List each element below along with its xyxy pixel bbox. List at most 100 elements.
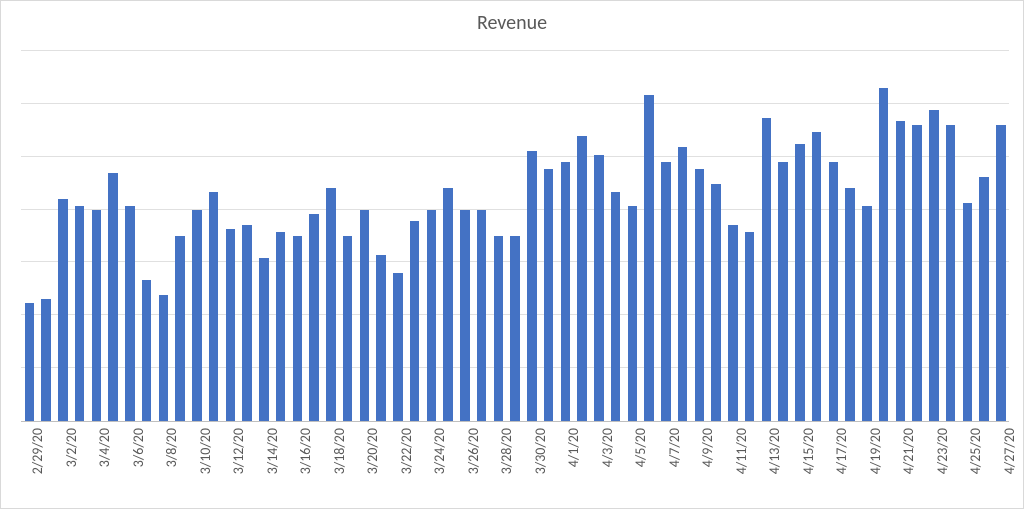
x-label-slot: 2/29/20 (21, 422, 38, 508)
x-label-slot (674, 422, 691, 508)
bar (309, 214, 319, 421)
bar-slot (993, 51, 1010, 421)
bar (661, 162, 671, 421)
bar (460, 210, 470, 421)
bar (577, 136, 587, 421)
bar-slot (674, 51, 691, 421)
bar-slot (272, 51, 289, 421)
bar (544, 169, 554, 421)
bar-slot (323, 51, 340, 421)
bar-slot (289, 51, 306, 421)
bar (561, 162, 571, 421)
bar-slot (406, 51, 423, 421)
bar-slot (842, 51, 859, 421)
bar-slot (658, 51, 675, 421)
x-label-slot (808, 422, 825, 508)
x-label-slot: 3/28/20 (490, 422, 507, 508)
bar-slot (122, 51, 139, 421)
bar (293, 236, 303, 421)
x-label-slot: 4/15/20 (792, 422, 809, 508)
x-label-slot (306, 422, 323, 508)
x-label-slot: 3/16/20 (289, 422, 306, 508)
x-label-slot (172, 422, 189, 508)
bar (996, 125, 1006, 421)
x-label-slot (708, 422, 725, 508)
x-label-slot (842, 422, 859, 508)
bar (209, 192, 219, 421)
x-label-slot: 4/23/20 (926, 422, 943, 508)
bar (494, 236, 504, 421)
bar (159, 295, 169, 421)
x-label-slot: 3/18/20 (323, 422, 340, 508)
x-label-slot: 4/3/20 (591, 422, 608, 508)
x-label-slot: 4/13/20 (758, 422, 775, 508)
x-label-slot: 3/6/20 (122, 422, 139, 508)
bar-slot (373, 51, 390, 421)
x-label-slot: 3/2/20 (55, 422, 72, 508)
x-label-slot (138, 422, 155, 508)
bar-slot (691, 51, 708, 421)
x-label-slot (875, 422, 892, 508)
bar-slot (775, 51, 792, 421)
x-label-slot (942, 422, 959, 508)
bar-slot (155, 51, 172, 421)
x-label-slot: 4/19/20 (859, 422, 876, 508)
bar (242, 225, 252, 421)
bar (912, 125, 922, 421)
bar (393, 273, 403, 421)
bar-slot (256, 51, 273, 421)
bar (75, 206, 85, 421)
bar (226, 229, 236, 421)
bar-slot (926, 51, 943, 421)
bar (946, 125, 956, 421)
bar-slot (306, 51, 323, 421)
x-label-slot (373, 422, 390, 508)
x-label-slot (909, 422, 926, 508)
bar (192, 210, 202, 421)
bar (427, 210, 437, 421)
x-label-slot: 4/27/20 (993, 422, 1010, 508)
bar (728, 225, 738, 421)
x-label-slot (741, 422, 758, 508)
bar (125, 206, 135, 421)
plot-area (21, 51, 1009, 422)
bar-slot (440, 51, 457, 421)
bar-slot (222, 51, 239, 421)
bar (762, 118, 772, 421)
bar-slot (239, 51, 256, 421)
x-label-slot: 4/17/20 (825, 422, 842, 508)
x-label-slot (71, 422, 88, 508)
bar (58, 199, 68, 421)
x-label-slot (574, 422, 591, 508)
bar-slot (741, 51, 758, 421)
bar (628, 206, 638, 421)
bar-slot (942, 51, 959, 421)
bars-group (21, 51, 1009, 421)
revenue-chart: Revenue 2/29/203/2/203/4/203/6/203/8/203… (0, 0, 1024, 509)
bar (410, 221, 420, 421)
bar (276, 232, 286, 421)
x-label-slot (473, 422, 490, 508)
bar (376, 255, 386, 422)
chart-title: Revenue (1, 11, 1023, 35)
x-label-slot (540, 422, 557, 508)
x-label-slot (775, 422, 792, 508)
x-label-slot: 3/10/20 (189, 422, 206, 508)
x-label-slot (976, 422, 993, 508)
x-label-slot (105, 422, 122, 508)
bar-slot (356, 51, 373, 421)
bar-slot (390, 51, 407, 421)
bar (142, 280, 152, 421)
x-label-slot (239, 422, 256, 508)
bar (360, 210, 370, 421)
bar (778, 162, 788, 421)
x-label-slot: 4/21/20 (892, 422, 909, 508)
bar (594, 155, 604, 421)
bar (92, 210, 102, 421)
x-label-slot (440, 422, 457, 508)
x-label-slot: 3/8/20 (155, 422, 172, 508)
bar (108, 173, 118, 421)
bar (795, 144, 805, 422)
bar-slot (875, 51, 892, 421)
bar-slot (607, 51, 624, 421)
